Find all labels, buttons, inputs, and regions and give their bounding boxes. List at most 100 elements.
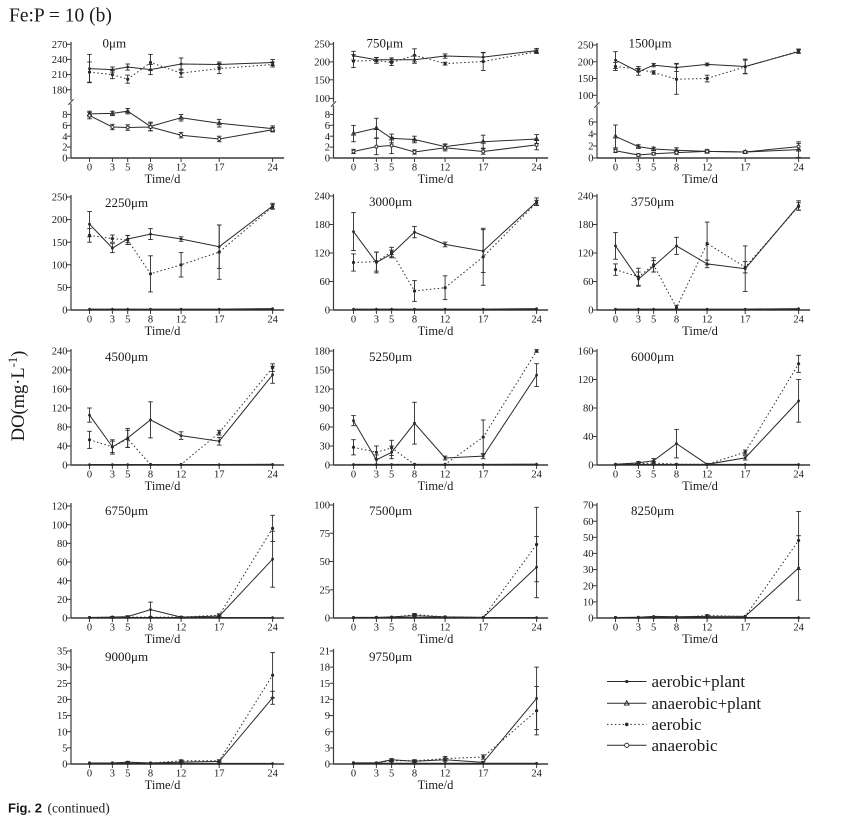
svg-text:12: 12 [440,769,451,780]
svg-text:120: 120 [314,249,330,260]
svg-text:210: 210 [52,70,68,81]
svg-text:4: 4 [325,132,331,143]
svg-text:5: 5 [651,623,656,634]
svg-text:120: 120 [52,404,68,415]
svg-text:0: 0 [62,306,67,317]
svg-text:0: 0 [325,614,330,625]
svg-text:17: 17 [478,470,489,481]
svg-text:3: 3 [325,744,330,755]
svg-text:120: 120 [578,249,594,260]
svg-text:3: 3 [374,163,379,174]
svg-text:12: 12 [702,163,713,174]
svg-text:3: 3 [110,163,115,174]
svg-text:21: 21 [320,647,331,658]
svg-text:0: 0 [351,163,356,174]
svg-text:0: 0 [62,760,67,771]
svg-text:5: 5 [651,315,656,326]
svg-text:(continued): (continued) [48,801,110,816]
svg-text:12: 12 [702,623,713,634]
svg-text:200: 200 [578,57,594,68]
svg-text:12: 12 [702,315,713,326]
svg-text:24: 24 [267,470,278,481]
svg-text:240: 240 [52,55,68,66]
svg-text:6: 6 [325,121,330,132]
svg-text:200: 200 [52,215,68,226]
svg-text:Fe:P = 10 (b): Fe:P = 10 (b) [9,6,112,27]
svg-text:10: 10 [583,598,594,609]
svg-text:60: 60 [57,558,68,569]
svg-text:Time/d: Time/d [418,778,454,792]
svg-text:17: 17 [214,315,225,326]
svg-text:18: 18 [320,663,331,674]
svg-text:DO(mg·L-1): DO(mg·L-1) [6,351,29,442]
svg-text:5: 5 [125,163,130,174]
svg-text:9: 9 [325,711,330,722]
svg-text:3: 3 [636,163,641,174]
svg-text:5: 5 [651,163,656,174]
svg-text:10: 10 [57,727,68,738]
svg-text:50: 50 [320,557,331,568]
svg-text:15: 15 [57,711,68,722]
svg-text:2250μm: 2250μm [105,195,148,210]
svg-text:8: 8 [148,769,153,780]
svg-text:40: 40 [583,549,594,560]
svg-text:8: 8 [148,470,153,481]
svg-text:3: 3 [374,315,379,326]
svg-text:24: 24 [531,769,542,780]
svg-text:120: 120 [52,502,68,513]
svg-text:5: 5 [389,163,394,174]
svg-text:5: 5 [389,623,394,634]
svg-text:Time/d: Time/d [418,172,454,186]
svg-text:3: 3 [110,470,115,481]
svg-text:250: 250 [578,41,594,52]
svg-text:200: 200 [52,366,68,377]
svg-text:3: 3 [110,769,115,780]
svg-text:17: 17 [740,623,751,634]
svg-text:5: 5 [125,470,130,481]
svg-text:0: 0 [613,470,618,481]
svg-text:2: 2 [62,143,67,154]
svg-text:12: 12 [176,470,187,481]
svg-text:8: 8 [674,470,679,481]
svg-text:120: 120 [314,385,330,396]
svg-text:180: 180 [578,220,594,231]
svg-text:5250μm: 5250μm [369,349,412,364]
svg-text:3: 3 [110,315,115,326]
svg-text:3: 3 [636,315,641,326]
svg-text:250: 250 [314,40,330,51]
svg-text:6750μm: 6750μm [105,503,148,518]
svg-text:8: 8 [148,623,153,634]
svg-text:0: 0 [351,470,356,481]
svg-text:0: 0 [351,623,356,634]
svg-text:20: 20 [583,581,594,592]
svg-text:aerobic: aerobic [652,715,702,734]
svg-text:100: 100 [52,520,68,531]
svg-text:240: 240 [314,192,330,203]
svg-text:40: 40 [583,432,594,443]
svg-text:0: 0 [62,461,67,472]
svg-text:0: 0 [588,461,593,472]
svg-text:17: 17 [740,315,751,326]
svg-text:12: 12 [440,470,451,481]
svg-text:0: 0 [325,461,330,472]
svg-text:24: 24 [793,315,804,326]
svg-text:6: 6 [325,727,330,738]
svg-text:3: 3 [374,623,379,634]
svg-text:17: 17 [214,623,225,634]
svg-text:4: 4 [62,132,68,143]
svg-text:17: 17 [478,163,489,174]
svg-text:3: 3 [110,623,115,634]
svg-text:Time/d: Time/d [418,632,454,646]
svg-text:0: 0 [325,760,330,771]
svg-text:24: 24 [793,470,804,481]
svg-text:240: 240 [578,192,594,203]
svg-text:12: 12 [440,163,451,174]
svg-text:8250μm: 8250μm [631,503,674,518]
svg-text:6: 6 [62,121,67,132]
svg-text:25: 25 [57,679,68,690]
svg-text:60: 60 [320,277,331,288]
svg-text:0μm: 0μm [103,36,127,51]
svg-text:12: 12 [440,623,451,634]
svg-text:0: 0 [588,614,593,625]
svg-text:12: 12 [176,163,187,174]
